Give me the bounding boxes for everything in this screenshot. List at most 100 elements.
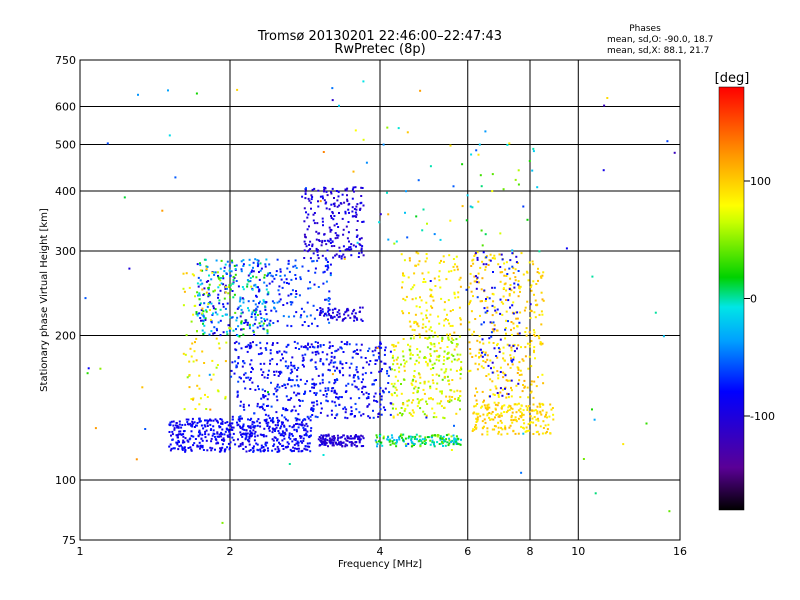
- data-point: [212, 432, 215, 435]
- data-point: [317, 352, 320, 355]
- data-point: [368, 347, 371, 350]
- data-point: [476, 391, 479, 394]
- data-point: [541, 373, 544, 376]
- data-point: [390, 382, 393, 385]
- data-point: [183, 290, 186, 293]
- data-point: [379, 213, 382, 216]
- data-point: [211, 359, 214, 362]
- data-point: [264, 347, 267, 350]
- data-point: [443, 324, 445, 327]
- data-point: [207, 280, 210, 282]
- data-point: [396, 394, 399, 397]
- data-point: [250, 417, 253, 420]
- data-point: [314, 341, 317, 343]
- data-point: [510, 349, 513, 352]
- data-point: [479, 348, 482, 351]
- data-point: [278, 350, 281, 353]
- data-point: [167, 89, 169, 92]
- data-point: [424, 441, 427, 444]
- data-point: [380, 360, 383, 363]
- data-point: [237, 306, 240, 309]
- data-point: [265, 301, 268, 304]
- data-point: [206, 265, 209, 268]
- data-point: [211, 271, 214, 274]
- data-point: [239, 444, 242, 447]
- data-point: [322, 224, 324, 227]
- data-point: [645, 422, 648, 425]
- data-point: [317, 200, 319, 203]
- data-point: [178, 430, 181, 433]
- data-point: [285, 429, 288, 432]
- data-point: [516, 403, 519, 406]
- data-point: [187, 447, 190, 449]
- data-point: [355, 229, 358, 231]
- data-point: [445, 395, 448, 398]
- data-point: [478, 363, 481, 366]
- data-point: [509, 366, 512, 369]
- data-point: [99, 367, 102, 370]
- data-point: [320, 439, 323, 442]
- data-point: [244, 445, 247, 448]
- data-point: [433, 331, 436, 334]
- data-point: [528, 160, 531, 162]
- data-point: [306, 430, 309, 433]
- data-point: [329, 274, 332, 277]
- data-point: [249, 427, 252, 430]
- colorbar-tick-label: -100: [750, 410, 775, 423]
- data-point: [325, 190, 328, 193]
- data-point: [253, 439, 256, 442]
- data-point: [393, 359, 395, 362]
- data-point: [94, 427, 97, 430]
- data-point: [522, 409, 525, 412]
- data-point: [440, 392, 443, 395]
- data-point: [372, 354, 375, 357]
- data-point: [352, 244, 355, 247]
- data-point: [449, 368, 452, 371]
- data-point: [293, 391, 296, 394]
- data-point: [334, 441, 337, 444]
- data-point: [409, 357, 412, 360]
- data-point: [485, 263, 488, 266]
- data-point: [234, 311, 237, 314]
- data-point: [248, 323, 251, 326]
- data-point: [296, 440, 299, 443]
- data-point: [378, 412, 381, 415]
- data-point: [502, 287, 505, 290]
- data-point: [313, 386, 315, 389]
- data-point: [513, 286, 516, 289]
- data-point: [305, 346, 307, 349]
- data-point: [251, 447, 254, 450]
- data-point: [325, 358, 328, 361]
- data-point: [450, 340, 453, 343]
- phase-stats-heading: Phases: [629, 24, 661, 34]
- data-point: [489, 388, 492, 391]
- data-point: [191, 342, 194, 345]
- data-point: [247, 307, 249, 310]
- data-point: [311, 243, 314, 246]
- data-point: [517, 432, 520, 435]
- data-point: [533, 346, 536, 349]
- data-point: [401, 286, 403, 289]
- data-point: [534, 299, 537, 302]
- data-point: [322, 197, 324, 200]
- data-point: [362, 220, 365, 223]
- data-point: [418, 400, 421, 403]
- data-point: [340, 257, 343, 260]
- data-point: [507, 393, 510, 396]
- data-point: [540, 310, 543, 313]
- data-point: [491, 411, 494, 413]
- data-point: [251, 420, 254, 423]
- data-point: [516, 332, 519, 335]
- data-point: [355, 213, 358, 216]
- data-point: [334, 369, 336, 372]
- data-point: [210, 378, 213, 381]
- data-point: [266, 398, 269, 401]
- data-point: [439, 390, 442, 393]
- data-point: [467, 286, 470, 289]
- data-point: [277, 374, 280, 377]
- data-point: [504, 387, 506, 390]
- data-point: [229, 288, 232, 291]
- data-point: [313, 384, 316, 387]
- data-point: [500, 407, 503, 410]
- data-point: [526, 300, 529, 303]
